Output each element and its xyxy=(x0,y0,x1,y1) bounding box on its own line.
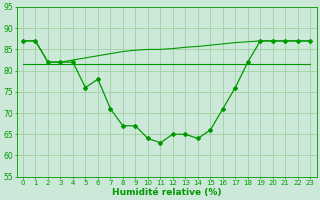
X-axis label: Humidité relative (%): Humidité relative (%) xyxy=(112,188,221,197)
